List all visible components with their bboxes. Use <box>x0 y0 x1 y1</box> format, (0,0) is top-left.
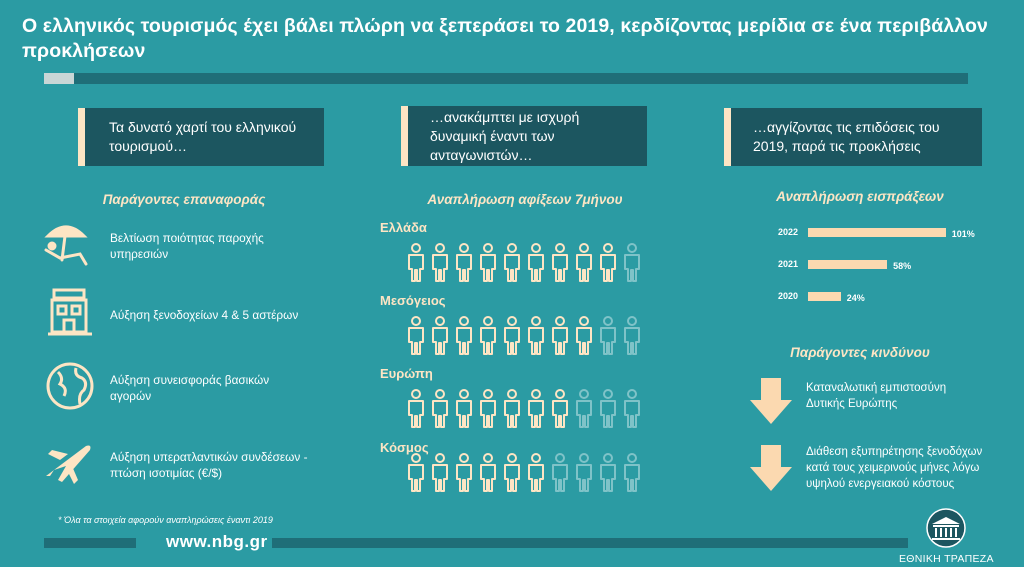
person-icon <box>600 243 616 282</box>
person-icon <box>456 389 472 428</box>
header-tab <box>401 106 408 166</box>
bar-category-label: 2020 <box>777 291 798 301</box>
person-icon <box>456 316 472 355</box>
col1-header-text: Τα δυνατό χαρτί του ελληνικού τουρισμού… <box>109 119 297 154</box>
person-icon <box>576 316 592 355</box>
person-icon <box>528 243 544 282</box>
region-label: Ελλάδα <box>380 220 427 235</box>
person-icon <box>408 453 424 492</box>
col1-header: Τα δυνατό χαρτί του ελληνικού τουρισμού… <box>78 108 324 166</box>
person-icon <box>504 243 520 282</box>
risk-title: Παράγοντες κινδύνου <box>790 345 930 360</box>
bar-value-label: 101% <box>951 229 975 239</box>
person-icon <box>408 243 424 282</box>
col2-subtitle: Αναπλήρωση αφίξεων 7μήνου <box>427 192 623 207</box>
person-icon <box>504 453 520 492</box>
person-icon <box>552 389 568 428</box>
person-icon <box>600 316 616 355</box>
person-icon <box>432 316 448 355</box>
region-label: Ευρώπη <box>380 366 433 381</box>
person-icon <box>552 243 568 282</box>
bar-category-label: 2022 <box>777 227 798 237</box>
person-icon <box>528 453 544 492</box>
fact-text: Αύξηση υπερατλαντικών συνδέσεων - πτώση … <box>110 450 308 480</box>
bar-category-label: 2021 <box>777 259 798 269</box>
person-icon <box>624 243 640 282</box>
revenue-bar <box>808 228 946 237</box>
people-row <box>404 243 644 283</box>
airplane-icon <box>40 436 96 492</box>
person-icon <box>600 389 616 428</box>
region-label: Κόσμος <box>380 440 429 455</box>
person-icon <box>432 453 448 492</box>
person-icon <box>456 453 472 492</box>
bank-logo-icon <box>918 508 974 548</box>
revenue-chart: 2022 101% 2021 58% 2020 24% <box>770 222 975 314</box>
title-divider-accent <box>44 73 74 84</box>
risk-text: Διάθεση εξυπηρέτησης ξενοδόχων κατά τους… <box>806 446 983 490</box>
col3-header-text: …αγγίζοντας τις επιδόσεις του 2019, παρά… <box>753 119 940 154</box>
chart-title: Αναπλήρωση εισπράξεων <box>776 189 944 204</box>
down-arrow-icon <box>750 378 792 424</box>
person-icon <box>432 243 448 282</box>
person-icon <box>552 453 568 492</box>
revenue-bar <box>808 260 888 269</box>
region-label: Μεσόγειος <box>380 293 446 308</box>
person-icon <box>552 316 568 355</box>
fact-text: Βελτίωση ποιότητας παροχής υπηρεσιών <box>110 231 264 261</box>
person-icon <box>408 316 424 355</box>
person-icon <box>408 389 424 428</box>
footnote: * Όλα τα στοιχεία αφορούν αναπληρώσεις έ… <box>58 515 273 525</box>
person-icon <box>600 453 616 492</box>
person-icon <box>576 453 592 492</box>
person-icon <box>624 453 640 492</box>
person-icon <box>576 243 592 282</box>
brand-name: ΕΘΝΙΚΗ ΤΡΑΠΕΖΑ <box>899 553 994 565</box>
risk-text: Καταναλωτική εμπιστοσύνη Δυτικής Ευρώπης <box>806 382 947 410</box>
page-title: Ο ελληνικός τουρισμός έχει βάλει πλώρη ν… <box>22 15 988 62</box>
people-row <box>404 316 644 356</box>
people-row <box>404 389 644 429</box>
revenue-bar <box>808 292 841 301</box>
person-icon <box>624 389 640 428</box>
col2-header-text: …ανακάμπτει με ισχυρή δυναμική έναντι τω… <box>430 108 580 163</box>
fact-text: Αύξηση ξενοδοχείων 4 & 5 αστέρων <box>110 308 299 322</box>
person-icon <box>480 453 496 492</box>
person-icon <box>576 389 592 428</box>
col3-header: …αγγίζοντας τις επιδόσεις του 2019, παρά… <box>724 108 982 166</box>
person-icon <box>624 316 640 355</box>
person-icon <box>456 243 472 282</box>
col2-header: …ανακάμπτει με ισχυρή δυναμική έναντι τω… <box>401 106 647 166</box>
globe-icon <box>44 360 100 416</box>
website-link[interactable]: www.nbg.gr <box>166 532 268 551</box>
bar-value-label: 24% <box>846 293 865 303</box>
title-divider <box>44 73 968 84</box>
person-icon <box>504 316 520 355</box>
down-arrow-icon <box>750 445 792 491</box>
footer-divider <box>44 538 136 548</box>
bar-value-label: 58% <box>893 261 912 271</box>
person-icon <box>480 389 496 428</box>
hotel-icon <box>44 284 100 340</box>
header-tab <box>78 108 85 166</box>
person-icon <box>528 316 544 355</box>
people-row <box>404 453 644 493</box>
person-icon <box>480 316 496 355</box>
person-icon <box>528 389 544 428</box>
beach-chair-icon <box>40 214 96 270</box>
person-icon <box>504 389 520 428</box>
footer-divider <box>272 538 908 548</box>
person-icon <box>432 389 448 428</box>
header-tab <box>724 108 731 166</box>
person-icon <box>480 243 496 282</box>
col1-subtitle: Παράγοντες επαναφοράς <box>102 192 266 207</box>
fact-text: Αύξηση συνεισφοράς βασικών αγορών <box>110 373 270 403</box>
